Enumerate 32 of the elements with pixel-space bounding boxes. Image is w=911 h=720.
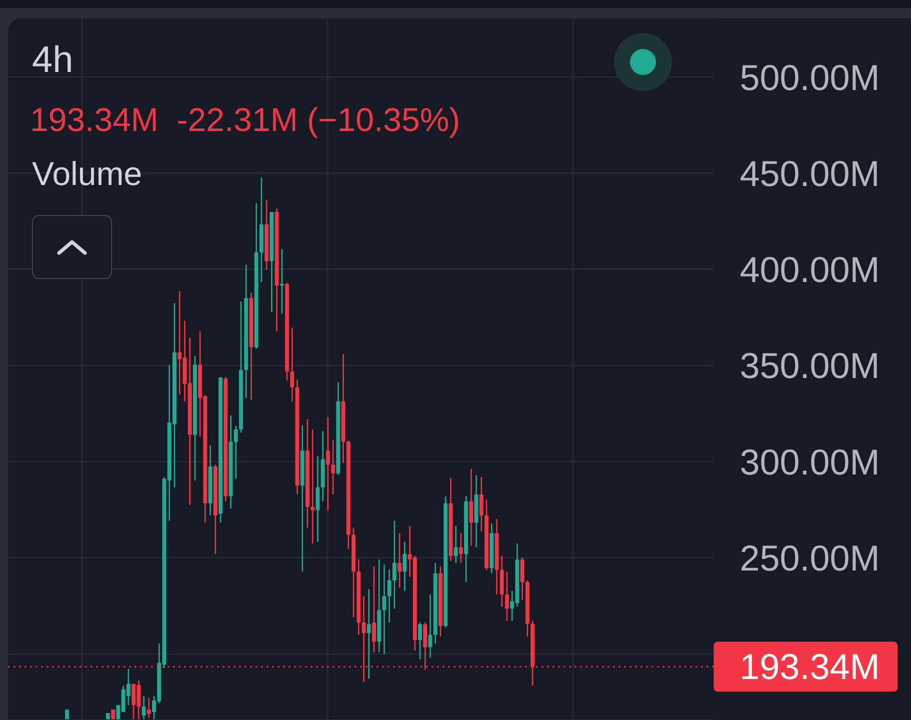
text: 4h: [32, 38, 74, 82]
candlestick: [418, 622, 422, 660]
y-tick-label: 250.00M: [740, 538, 880, 578]
candlestick: [372, 566, 376, 653]
annotation: 193.34M -22.31M (−10.35%): [30, 100, 460, 140]
candlestick: [392, 520, 396, 610]
candlestick: [146, 697, 151, 719]
candlestick: [504, 570, 509, 622]
candlestick: [290, 327, 294, 402]
candlestick: [142, 696, 146, 720]
candlestick: [469, 468, 474, 546]
candlestick: [402, 541, 407, 592]
y-tick-label: 400.00M: [740, 249, 880, 290]
ref-line-label: 193.34M: [740, 646, 880, 688]
candlestick: [458, 532, 463, 564]
candlestick: [387, 569, 392, 624]
y-tick-label: 350.00M: [740, 345, 880, 386]
candlestick: [520, 556, 524, 600]
y-tick-label: 300.00M: [740, 441, 880, 482]
annotation: Volume: [32, 154, 142, 194]
candlestick: [366, 588, 371, 680]
y-tick-label: 500.00M: [740, 56, 880, 98]
candlestick: [316, 455, 320, 542]
candlestick: [326, 416, 330, 511]
candlestick: [398, 532, 402, 588]
candlestick: [234, 425, 238, 480]
y-tick-label: 450.00M: [740, 152, 880, 194]
candlestick: [331, 439, 336, 496]
candlestick: [382, 564, 386, 655]
candlestick: [454, 525, 458, 564]
candlestick: [479, 476, 484, 532]
candlestick: [428, 594, 432, 658]
